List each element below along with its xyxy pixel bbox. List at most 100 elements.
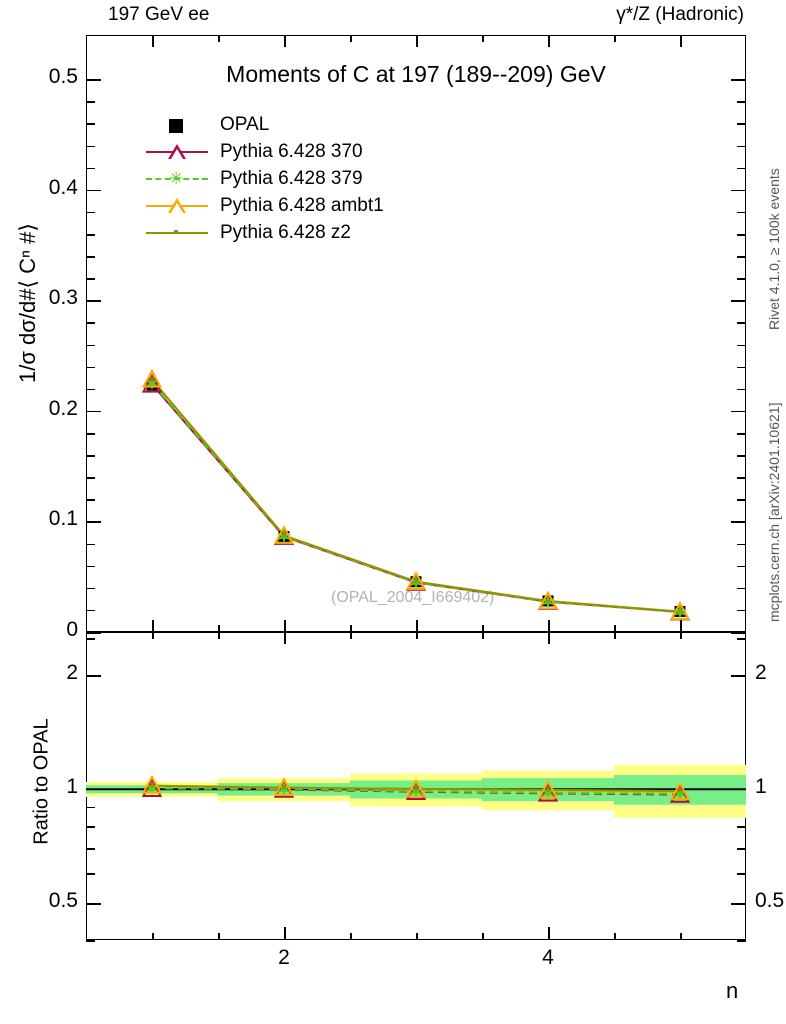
- axis-tick: [86, 587, 95, 590]
- plot-title: Moments of C at 197 (189--209) GeV: [226, 61, 606, 87]
- legend-triangle-inner: [171, 203, 183, 213]
- y-tick-label: 0.2: [48, 396, 78, 420]
- legend-label: Pythia 6.428 370: [220, 140, 363, 162]
- axis-tick: [86, 873, 95, 875]
- axis-tick: [86, 521, 101, 524]
- x-tick-label: 4: [542, 946, 554, 969]
- axis-tick: [218, 35, 220, 42]
- axis-tick: [152, 620, 154, 632]
- axis-tick: [737, 609, 746, 612]
- axis-tick: [614, 35, 616, 42]
- axis-tick: [86, 499, 95, 501]
- legend-line-icon: [146, 178, 208, 180]
- axis-tick: [737, 825, 746, 828]
- legend-label: OPAL: [220, 113, 270, 135]
- axis-tick: [86, 189, 101, 192]
- axis-tick: [284, 927, 286, 940]
- axis-tick: [86, 543, 95, 546]
- axis-tick: [737, 388, 746, 391]
- axis-tick: [731, 675, 746, 677]
- axis-tick: [737, 847, 746, 850]
- x-axis-title: n: [726, 978, 739, 1003]
- axis-tick: [737, 499, 746, 501]
- legend-entry: Pythia 6.428 z2: [146, 219, 384, 246]
- axis-tick: [548, 632, 550, 644]
- axis-tick: [680, 35, 682, 47]
- rivet-version-label: Rivet 4.1.0, ≥ 100k events: [766, 168, 782, 330]
- legend-triangle-icon: [168, 198, 186, 213]
- axis-tick: [737, 543, 746, 546]
- axis-tick: [416, 35, 418, 47]
- legend-label: Pythia 6.428 ambt1: [220, 194, 384, 216]
- y-tick-label: 0.5: [48, 65, 78, 89]
- ratio-plot-frame: [86, 632, 746, 940]
- axis-tick: [737, 167, 746, 170]
- axis-tick: [86, 256, 95, 258]
- axis-tick: [737, 433, 746, 435]
- axis-tick: [614, 625, 616, 632]
- axis-tick: [482, 625, 484, 632]
- axis-tick: [86, 388, 95, 391]
- axis-tick: [737, 123, 746, 126]
- axis-tick: [416, 933, 418, 940]
- legend-label: Pythia 6.428 z2: [220, 221, 351, 243]
- axis-tick: [86, 903, 101, 905]
- axis-tick: [737, 234, 746, 236]
- legend-triangle-inner: [171, 149, 183, 159]
- legend-marker-star-icon: ✳: [146, 165, 208, 192]
- y-tick-label: 0: [66, 618, 78, 641]
- axis-tick: [482, 632, 484, 639]
- axis-tick: [680, 620, 682, 632]
- axis-tick: [737, 366, 746, 369]
- axis-tick: [731, 632, 746, 634]
- axis-tick: [152, 933, 154, 940]
- analysis-watermark: (OPAL_2004_I669402): [331, 589, 495, 606]
- axis-tick: [284, 35, 286, 47]
- axis-tick: [86, 322, 95, 325]
- axis-tick: [548, 927, 550, 940]
- axis-tick: [350, 35, 352, 42]
- axis-tick: [614, 632, 616, 639]
- axis-tick: [416, 620, 418, 632]
- legend-marker-square-icon: [146, 111, 208, 138]
- axis-tick: [731, 903, 746, 905]
- axis-tick: [86, 278, 95, 280]
- y-tick-label: 0.1: [48, 507, 78, 531]
- axis-tick: [86, 789, 101, 791]
- axis-tick: [86, 410, 101, 413]
- axis-tick: [680, 933, 682, 940]
- beam-energy-label: 197 GeV ee: [108, 4, 210, 25]
- axis-tick: [86, 455, 95, 457]
- legend-marker-triangle-icon: [146, 192, 208, 219]
- y-tick-label: 0.5: [48, 889, 78, 913]
- process-label: γ*/Z (Hadronic): [616, 4, 744, 25]
- axis-tick: [86, 366, 95, 369]
- legend-star-icon: ✳: [169, 169, 184, 188]
- axis-tick: [218, 632, 220, 639]
- axis-tick: [416, 632, 418, 639]
- axis-tick: [737, 455, 746, 457]
- axis-tick: [350, 933, 352, 940]
- axis-tick: [284, 620, 286, 632]
- legend-dot-icon: [174, 230, 178, 234]
- axis-tick: [152, 35, 154, 47]
- axis-tick: [731, 521, 746, 524]
- axis-tick: [737, 344, 746, 347]
- axis-tick: [86, 940, 95, 942]
- axis-tick: [737, 278, 746, 280]
- axis-tick: [152, 632, 154, 639]
- y-tick-label: 1: [66, 775, 78, 799]
- axis-tick: [86, 211, 95, 214]
- axis-tick: [737, 940, 746, 942]
- legend-label: Pythia 6.428 379: [220, 167, 363, 189]
- y-tick-label: 0.5: [755, 889, 785, 913]
- mcplots-reference-label: mcplots.cern.ch [arXiv:2401.10621]: [766, 402, 782, 622]
- axis-tick: [86, 79, 101, 81]
- axis-tick: [680, 632, 682, 639]
- axis-tick: [737, 101, 746, 103]
- axis-tick: [482, 35, 484, 42]
- axis-tick: [350, 625, 352, 632]
- axis-tick: [86, 300, 101, 302]
- axis-tick: [86, 344, 95, 347]
